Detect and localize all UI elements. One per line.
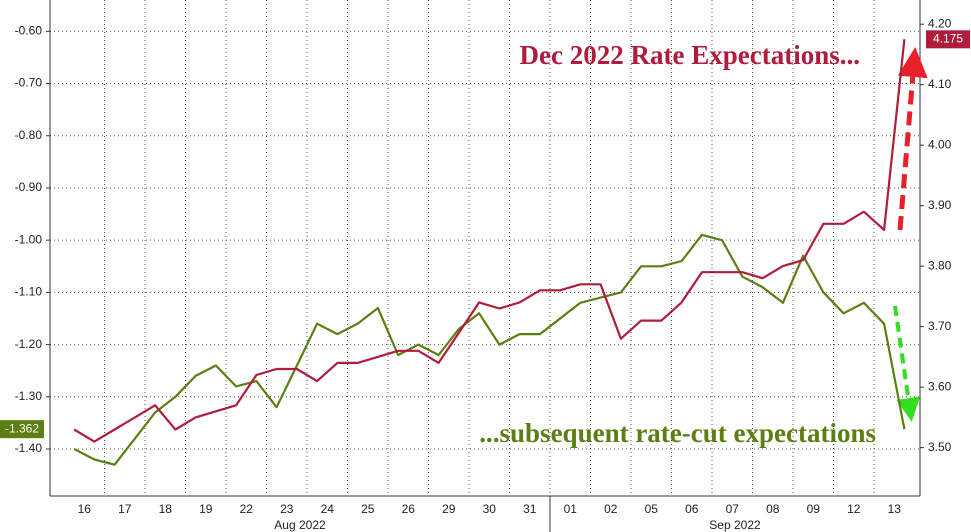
- down-arrow: [893, 305, 921, 422]
- x-tick-label: 19: [199, 502, 213, 516]
- x-tick-label: 12: [847, 502, 861, 516]
- y2-tick-label: 3.60: [928, 379, 952, 393]
- month-label: Aug 2022: [274, 518, 326, 532]
- x-tick-label: 02: [604, 502, 618, 516]
- x-tick-label: 30: [483, 502, 497, 516]
- y2-tick-label: 3.70: [928, 319, 952, 333]
- x-tick-label: 09: [807, 502, 821, 516]
- x-tick-label: 05: [645, 502, 659, 516]
- y2-tick-label: 4.00: [928, 137, 952, 151]
- y-tick-label: -0.80: [15, 128, 43, 142]
- y-tick-label: -1.20: [15, 337, 43, 351]
- x-tick-label: 13: [888, 502, 902, 516]
- month-label: Sep 2022: [709, 518, 761, 532]
- x-tick-label: 31: [523, 502, 537, 516]
- y-tick-label: -0.60: [15, 23, 43, 37]
- x-tick-label: 22: [240, 502, 254, 516]
- x-tick-label: 06: [685, 502, 699, 516]
- annotation: Dec 2022 Rate Expectations...: [520, 40, 860, 70]
- y-tick-label: -1.30: [15, 389, 43, 403]
- x-tick-label: 29: [442, 502, 456, 516]
- y-tick-label: -1.00: [15, 232, 43, 246]
- y-tick-label: -0.70: [15, 76, 43, 90]
- x-tick-label: 23: [280, 502, 294, 516]
- y2-tick-label: 3.90: [928, 198, 952, 212]
- last-value-tag: [926, 30, 970, 49]
- y-tick-label: -0.90: [15, 180, 43, 194]
- y2-tick-label: 3.50: [928, 440, 952, 454]
- y2-tick-label: 4.20: [928, 16, 952, 30]
- y2-tick-label: 3.80: [928, 258, 952, 272]
- x-tick-label: 18: [159, 502, 173, 516]
- x-tick-label: 26: [402, 502, 416, 516]
- y2-tick-label: 4.10: [928, 77, 952, 91]
- x-tick-label: 25: [361, 502, 375, 516]
- x-tick-label: 24: [321, 502, 335, 516]
- x-tick-label: 17: [118, 502, 132, 516]
- y-tick-label: -1.10: [15, 285, 43, 299]
- series-line: [73, 39, 906, 443]
- x-tick-label: 16: [78, 502, 92, 516]
- x-tick-label: 01: [564, 502, 578, 516]
- last-value-label: -1.362: [5, 421, 39, 435]
- last-value-tag: [0, 420, 44, 439]
- series-line: [73, 233, 906, 466]
- last-value-label: 4.175: [933, 31, 963, 45]
- x-tick-label: 08: [766, 502, 780, 516]
- up-arrow: [897, 47, 928, 231]
- annotation: ...subsequent rate-cut expectations: [479, 418, 876, 448]
- x-tick-label: 07: [726, 502, 740, 516]
- y-tick-label: -1.40: [15, 441, 43, 455]
